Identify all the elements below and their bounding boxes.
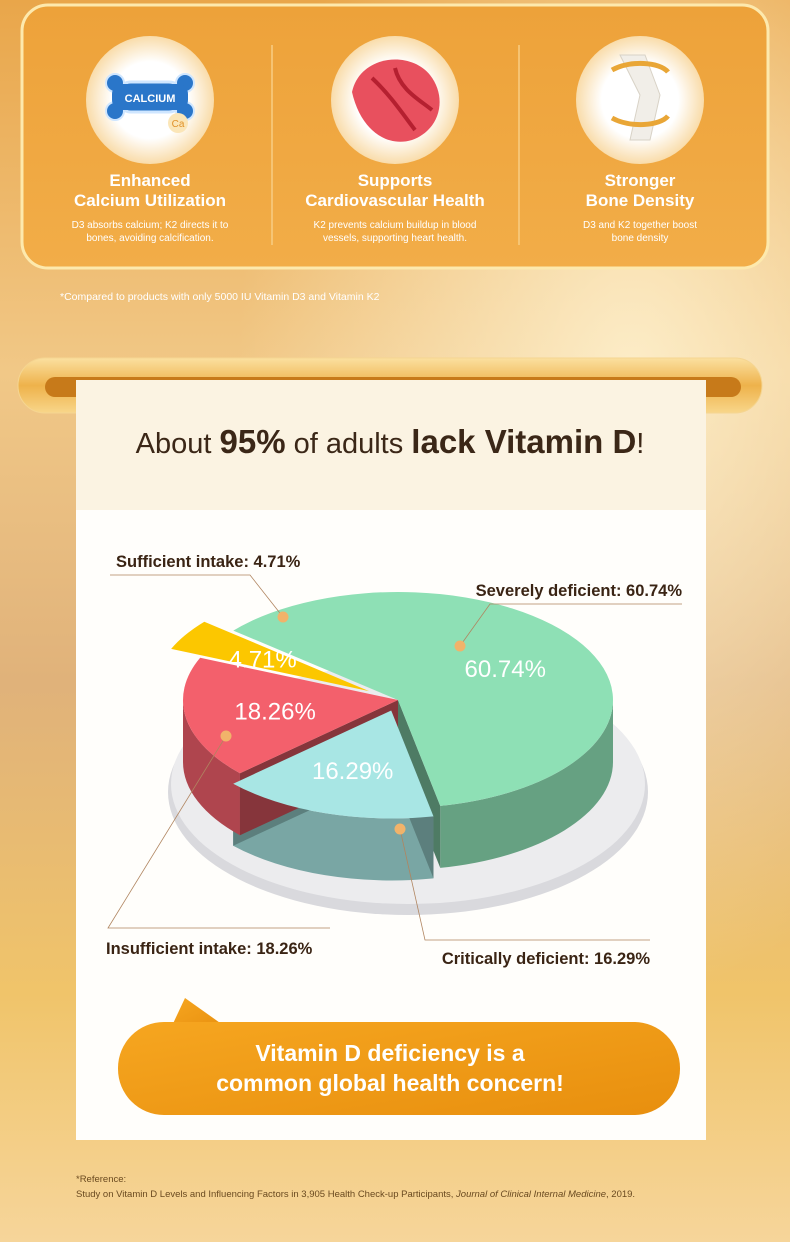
headline-part: lack Vitamin D xyxy=(411,423,636,460)
headline-part: ! xyxy=(636,428,644,460)
reference-part: Study on Vitamin D Levels and Influencin… xyxy=(76,1189,456,1200)
feature-title: Stronger xyxy=(605,171,676,190)
pie-slice xyxy=(171,621,370,692)
slice-value-label: 16.29% xyxy=(312,758,393,785)
callout-dot xyxy=(454,640,466,652)
feature-description: K2 prevents calcium buildup in blood xyxy=(314,220,477,231)
feature-icon xyxy=(331,36,459,164)
callout-line xyxy=(459,603,682,647)
callout-dot xyxy=(394,823,406,835)
callout-line xyxy=(399,828,650,941)
paper-header xyxy=(76,380,706,510)
callout-label: Sufficient intake: 4.71% xyxy=(116,553,301,571)
icon-text: Ca xyxy=(172,119,185,130)
icon-text: CALCIUM xyxy=(125,93,176,105)
headline-part: About xyxy=(136,428,220,460)
feature-title: Enhanced xyxy=(109,171,190,190)
bubble xyxy=(118,1022,680,1115)
slice-side xyxy=(440,700,613,868)
pie-chart: 60.74% 16.29% 18.26% 4.71% Severely deficien… xyxy=(106,553,682,968)
bubble-text: common global health concern! xyxy=(216,1070,564,1096)
callout-label: Critically deficient: 16.29% xyxy=(442,950,650,968)
feature-title: Supports xyxy=(358,171,433,190)
feature-description: D3 and K2 together boost xyxy=(583,220,697,231)
footnote: *Compared to products with only 5000 IU … xyxy=(60,291,380,303)
pie-slice xyxy=(183,657,398,774)
reference-part: Journal of Clinical Internal Medicine xyxy=(455,1189,606,1200)
callout-dot xyxy=(277,611,289,623)
feature-description: bones, avoiding calcification. xyxy=(86,233,213,244)
callout-label: Insufficient intake: 18.26% xyxy=(106,940,313,958)
feature-title: Calcium Utilization xyxy=(74,191,226,210)
pie-slice xyxy=(233,710,434,819)
pie-slice xyxy=(233,591,613,806)
feature-description: vessels, supporting heart health. xyxy=(323,233,467,244)
feature-icon: CALCIUM Ca xyxy=(86,36,214,164)
slice-value-label: 4.71% xyxy=(229,646,297,673)
slice-side xyxy=(183,700,240,836)
feature-icon xyxy=(576,36,704,164)
headline-part: 95% xyxy=(219,423,285,460)
bubble-text: Vitamin D deficiency is a xyxy=(255,1040,525,1066)
reference-heading: *Reference: xyxy=(76,1174,126,1185)
feature-title: Bone Density xyxy=(586,191,695,210)
feature-description: bone density xyxy=(612,233,669,244)
slice-value-label: 18.26% xyxy=(234,699,315,726)
reference-text: Study on Vitamin D Levels and Influencin… xyxy=(76,1189,635,1200)
callout-dot xyxy=(220,730,232,742)
feature-description: D3 absorbs calcium; K2 directs it to xyxy=(72,220,229,231)
feature-title: Cardiovascular Health xyxy=(305,191,485,210)
callout-line xyxy=(110,574,284,618)
headline-part: of adults xyxy=(286,428,412,460)
callout-label: Severely deficient: 60.74% xyxy=(476,582,683,600)
slice-value-label: 60.74% xyxy=(465,656,546,683)
callout-line xyxy=(107,735,330,929)
reference-part: , 2019. xyxy=(606,1189,635,1200)
headline: About 95% of adults lack Vitamin D! xyxy=(136,423,645,460)
